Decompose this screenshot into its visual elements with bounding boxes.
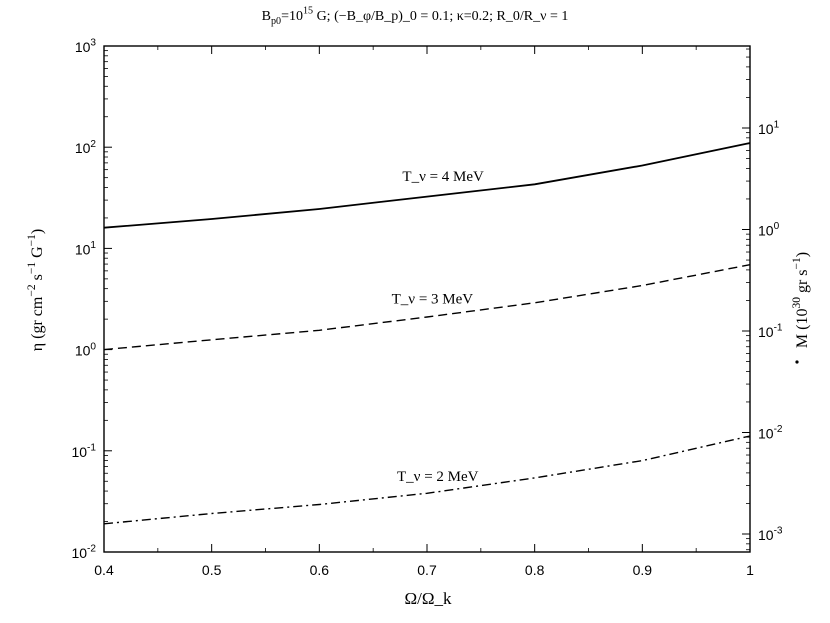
series-label-1: T_ν = 4 MeV — [402, 169, 484, 185]
x-tick-labels: 0.4 0.5 0.6 0.7 0.8 0.9 1 — [94, 562, 754, 578]
x-axis-label: Ω/Ω_k — [405, 589, 452, 608]
y-right-tick-label: 10-3 — [758, 526, 783, 543]
y-tick-label: 10-1 — [71, 443, 96, 460]
y-right-tick-label: 101 — [758, 120, 780, 137]
series-line-2 — [103, 264, 751, 351]
y-right-tick-labels: 10-3 10-2 10-1 100 101 — [758, 120, 783, 543]
y-axis-label-text: η (gr cm−2 s−1 G−1) — [26, 229, 46, 352]
x-tick-label: 0.5 — [202, 562, 222, 578]
chart-title-text: Bp0=1015 G; (−B_φ/B_p)_0 = 0.1; κ=0.2; R… — [262, 6, 569, 28]
mdot-accent — [795, 360, 799, 364]
x-axis-label-text: Ω/Ω_k — [405, 589, 452, 608]
axis-ticks — [103, 45, 751, 553]
y-tick-label: 102 — [75, 139, 97, 156]
y-tick-label: 10-2 — [71, 544, 96, 561]
y-axis-label: η (gr cm−2 s−1 G−1) — [26, 229, 46, 352]
y-right-tick-label: 100 — [758, 221, 780, 238]
series-line-3 — [103, 435, 751, 525]
y-right-tick-label: 10-1 — [758, 323, 783, 340]
x-tick-label: 0.8 — [525, 562, 545, 578]
series-label-3: T_ν = 2 MeV — [397, 469, 479, 485]
x-tick-label: 0.6 — [310, 562, 330, 578]
series-label-2: T_ν = 3 MeV — [392, 291, 474, 307]
y-tick-labels: 10-2 10-1 100 101 102 103 — [71, 38, 96, 561]
x-tick-label: 0.9 — [633, 562, 653, 578]
series-line-1 — [103, 142, 751, 229]
x-tick-label: 1 — [746, 562, 754, 578]
y-right-tick-label: 10-2 — [758, 424, 783, 441]
x-tick-label: 0.7 — [417, 562, 437, 578]
y-tick-label: 101 — [75, 240, 97, 257]
y-tick-label: 103 — [75, 38, 97, 55]
y-right-axis-label: M (1030 gr s−1) — [791, 252, 811, 364]
series-labels: T_ν = 4 MeV T_ν = 3 MeV T_ν = 2 MeV — [392, 169, 484, 485]
y-right-axis-label-text: M (1030 gr s−1) — [791, 252, 811, 348]
series-lines — [103, 142, 751, 525]
x-tick-label: 0.4 — [94, 562, 114, 578]
y-tick-label: 100 — [75, 341, 97, 358]
chart-title: Bp0=1015 G; (−B_φ/B_p)_0 = 0.1; κ=0.2; R… — [262, 6, 569, 28]
